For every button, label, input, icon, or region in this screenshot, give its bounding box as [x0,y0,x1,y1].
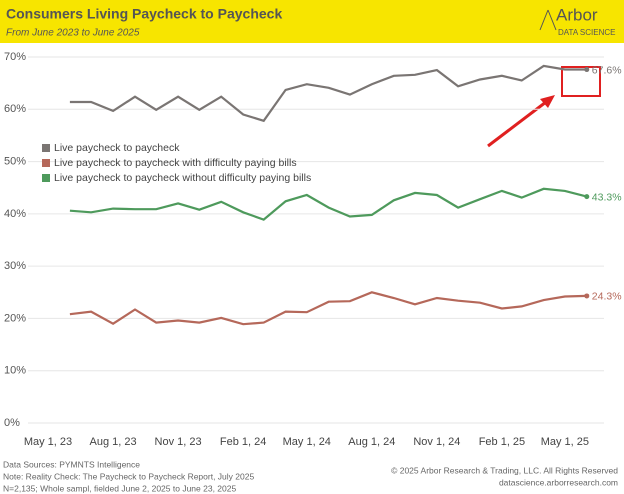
chart-subtitle: From June 2023 to June 2025 [6,28,140,39]
footer-note: N=2,135; Whole sampl, fielded June 2, 20… [3,483,236,493]
legend-swatch [42,144,50,152]
value-label: 24.3% [592,291,622,303]
x-tick-label: Nov 1, 24 [413,436,460,448]
y-tick-label: 30% [4,260,26,272]
x-tick-label: May 1, 25 [541,436,589,448]
legend-swatch [42,159,50,167]
series-line [69,187,588,221]
x-tick-label: Nov 1, 23 [155,436,202,448]
arrow-head [540,95,555,108]
highlight-arrow [487,100,547,148]
y-tick-label: 10% [4,365,26,377]
y-tick-label: 60% [4,103,26,115]
series-line [69,64,587,123]
legend-label: Live paycheck to paycheck without diffic… [54,172,311,184]
end-point [584,293,590,299]
legend-label: Live paycheck to paycheck with difficult… [54,157,297,169]
y-tick-label: 20% [4,312,26,324]
highlight-box [561,66,601,97]
y-tick-label: 70% [4,51,26,63]
logo-name: Arbor [556,5,598,24]
value-label: 67.6% [592,64,622,76]
logo-tagline: DATA SCIENCE [558,28,616,37]
footer-credit: © 2025 Arbor Research & Trading, LLC. Al… [391,465,618,475]
value-label: 43.3% [592,191,622,203]
chart-title: Consumers Living Paycheck to Paycheck [6,6,282,22]
footer-credit: datascience.arborresearch.com [499,477,618,487]
x-tick-label: Feb 1, 25 [479,436,525,448]
x-tick-label: Aug 1, 23 [90,436,137,448]
series-line [69,291,587,326]
end-point [584,67,590,73]
logo-mark [539,9,557,31]
legend-swatch [42,174,50,182]
y-tick-label: 50% [4,155,26,167]
x-tick-label: Aug 1, 24 [348,436,395,448]
legend-label: Live paycheck to paycheck [54,142,180,154]
x-tick-label: May 1, 24 [283,436,331,448]
header-band [0,0,624,43]
x-tick-label: Feb 1, 24 [220,436,266,448]
footer-note: Data Sources: PYMNTS Intelligence [3,459,140,469]
footer-note: Note: Reality Check: The Paycheck to Pay… [3,471,254,481]
y-tick-label: 40% [4,208,26,220]
end-point [584,194,590,200]
x-tick-label: May 1, 23 [24,436,72,448]
y-tick-label: 0% [4,417,20,429]
